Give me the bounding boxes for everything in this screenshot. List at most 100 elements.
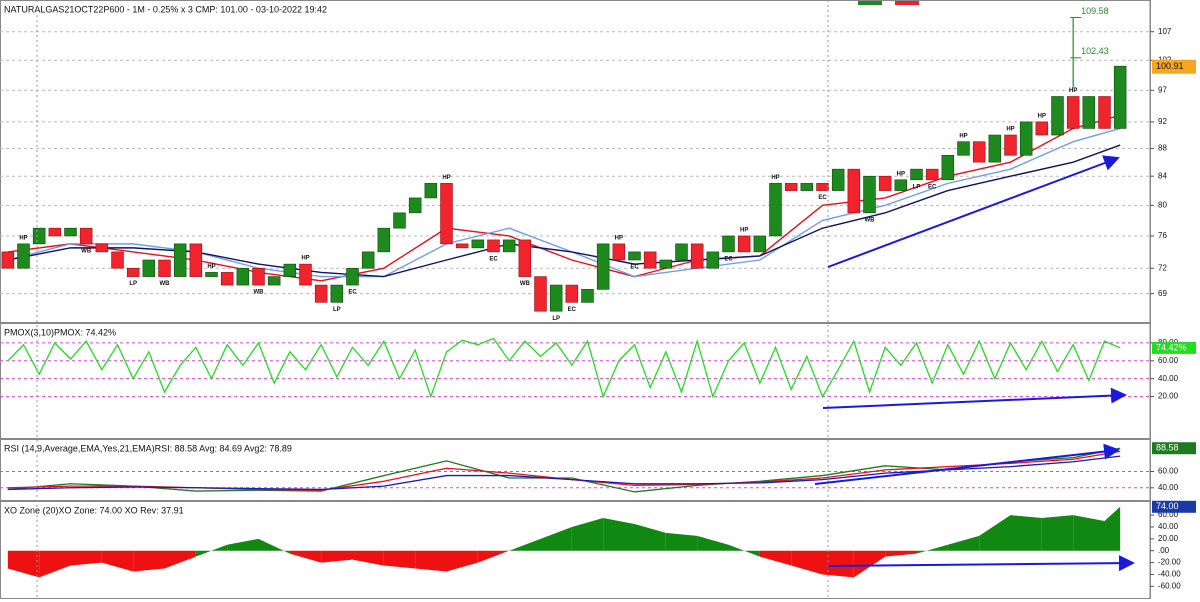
y-tick-label: 92 [1158, 117, 1167, 126]
candle [346, 267, 359, 286]
brick-annotation: HP [897, 171, 905, 177]
brick-annotation: EC [568, 307, 577, 313]
y-tick-label: -40.00 [1158, 570, 1181, 579]
candle [894, 179, 908, 191]
candle [48, 227, 62, 237]
zone-area [133, 550, 165, 572]
brick-annotation: HP [442, 175, 450, 181]
candle [988, 134, 1002, 163]
y-tick-label: 69 [1158, 289, 1167, 298]
candle [878, 175, 892, 191]
brick-annotation: EC [489, 256, 498, 262]
candle [596, 243, 610, 290]
last-value-box [1152, 341, 1196, 354]
y-tick-label: 97 [1158, 85, 1167, 94]
candle [205, 272, 218, 277]
last-value-label: 88.58 [1156, 443, 1179, 453]
candle [800, 183, 814, 191]
candle [502, 239, 516, 253]
zone-area [39, 550, 71, 578]
y-tick-label: -60.00 [1158, 581, 1181, 590]
zone-area [603, 518, 635, 551]
brick-annotation: LP [129, 281, 137, 287]
zone-area [164, 550, 196, 569]
toolbar-box[interactable] [858, 0, 882, 5]
brick-annotation: HP [1069, 88, 1077, 94]
candle [847, 168, 861, 214]
brick-annotation: WB [160, 281, 171, 287]
candle [189, 243, 203, 277]
candle [518, 239, 532, 277]
toolbar-box[interactable] [895, 0, 919, 5]
candle [722, 235, 735, 253]
candle [236, 267, 250, 286]
last-value-box [1152, 500, 1196, 513]
zone-area [634, 523, 666, 551]
brick-annotation: LP [333, 307, 341, 313]
candle [1, 251, 15, 269]
y-tick-label: 84 [1158, 171, 1167, 180]
y-tick-label: .00 [1158, 546, 1170, 555]
candle [659, 259, 673, 269]
brick-annotation: WB [254, 290, 265, 296]
zone-area [665, 532, 698, 551]
candle [706, 251, 720, 269]
candle [440, 183, 453, 245]
candle [1098, 96, 1111, 129]
zone-area [7, 550, 40, 578]
candle [831, 168, 845, 191]
panel-title: XO Zone (20)XO Zone: 74.00 XO Rev: 37.91 [4, 505, 184, 515]
candle [1051, 96, 1064, 136]
last-value-label: 74.42% [1156, 342, 1187, 352]
zone-area [195, 544, 228, 557]
zone-area [916, 544, 948, 554]
y-tick-label: 60.00 [1158, 467, 1179, 476]
last-price-label: 100.91 [1156, 61, 1184, 71]
candle [95, 243, 109, 253]
candle [79, 227, 93, 245]
zone-area [1073, 515, 1105, 551]
y-tick-label: 40.00 [1158, 374, 1179, 383]
candle [643, 251, 657, 269]
candle [220, 272, 234, 286]
brick-annotation: EC [724, 256, 733, 262]
candle [173, 243, 187, 277]
brick-annotation: EC [630, 265, 639, 271]
candle [393, 212, 406, 229]
candle [565, 284, 579, 303]
candle [252, 267, 265, 286]
zone-area [571, 518, 604, 551]
brick-annotation: HP [1038, 113, 1046, 119]
candle [377, 227, 391, 253]
candle [158, 259, 171, 277]
candle [408, 197, 422, 214]
candle [737, 235, 751, 253]
candle [957, 141, 970, 156]
y-tick-label: 60.00 [1158, 356, 1179, 365]
candle [863, 175, 876, 214]
trend-arrow [814, 443, 1120, 485]
candle [111, 251, 124, 269]
zone-area [697, 535, 729, 551]
candle [675, 243, 688, 261]
zone-area [289, 550, 322, 563]
candle [330, 284, 344, 303]
trend-arrows [814, 155, 1135, 572]
candle [361, 251, 375, 269]
y-tick-label: -20.00 [1158, 558, 1181, 567]
candle [17, 243, 30, 269]
trend-arrow [827, 555, 1135, 572]
brick-annotation: LP [913, 184, 921, 190]
candle [769, 183, 782, 237]
zone-area [791, 550, 823, 575]
brick-annotation: LP [552, 316, 560, 322]
last-value-box [1152, 442, 1196, 455]
candle [925, 168, 939, 181]
y-tick-label: 72 [1158, 263, 1167, 272]
zone-area [1010, 515, 1042, 551]
zone-area [947, 535, 980, 551]
y-tick-label: 107 [1158, 27, 1172, 36]
candle [1035, 121, 1049, 136]
